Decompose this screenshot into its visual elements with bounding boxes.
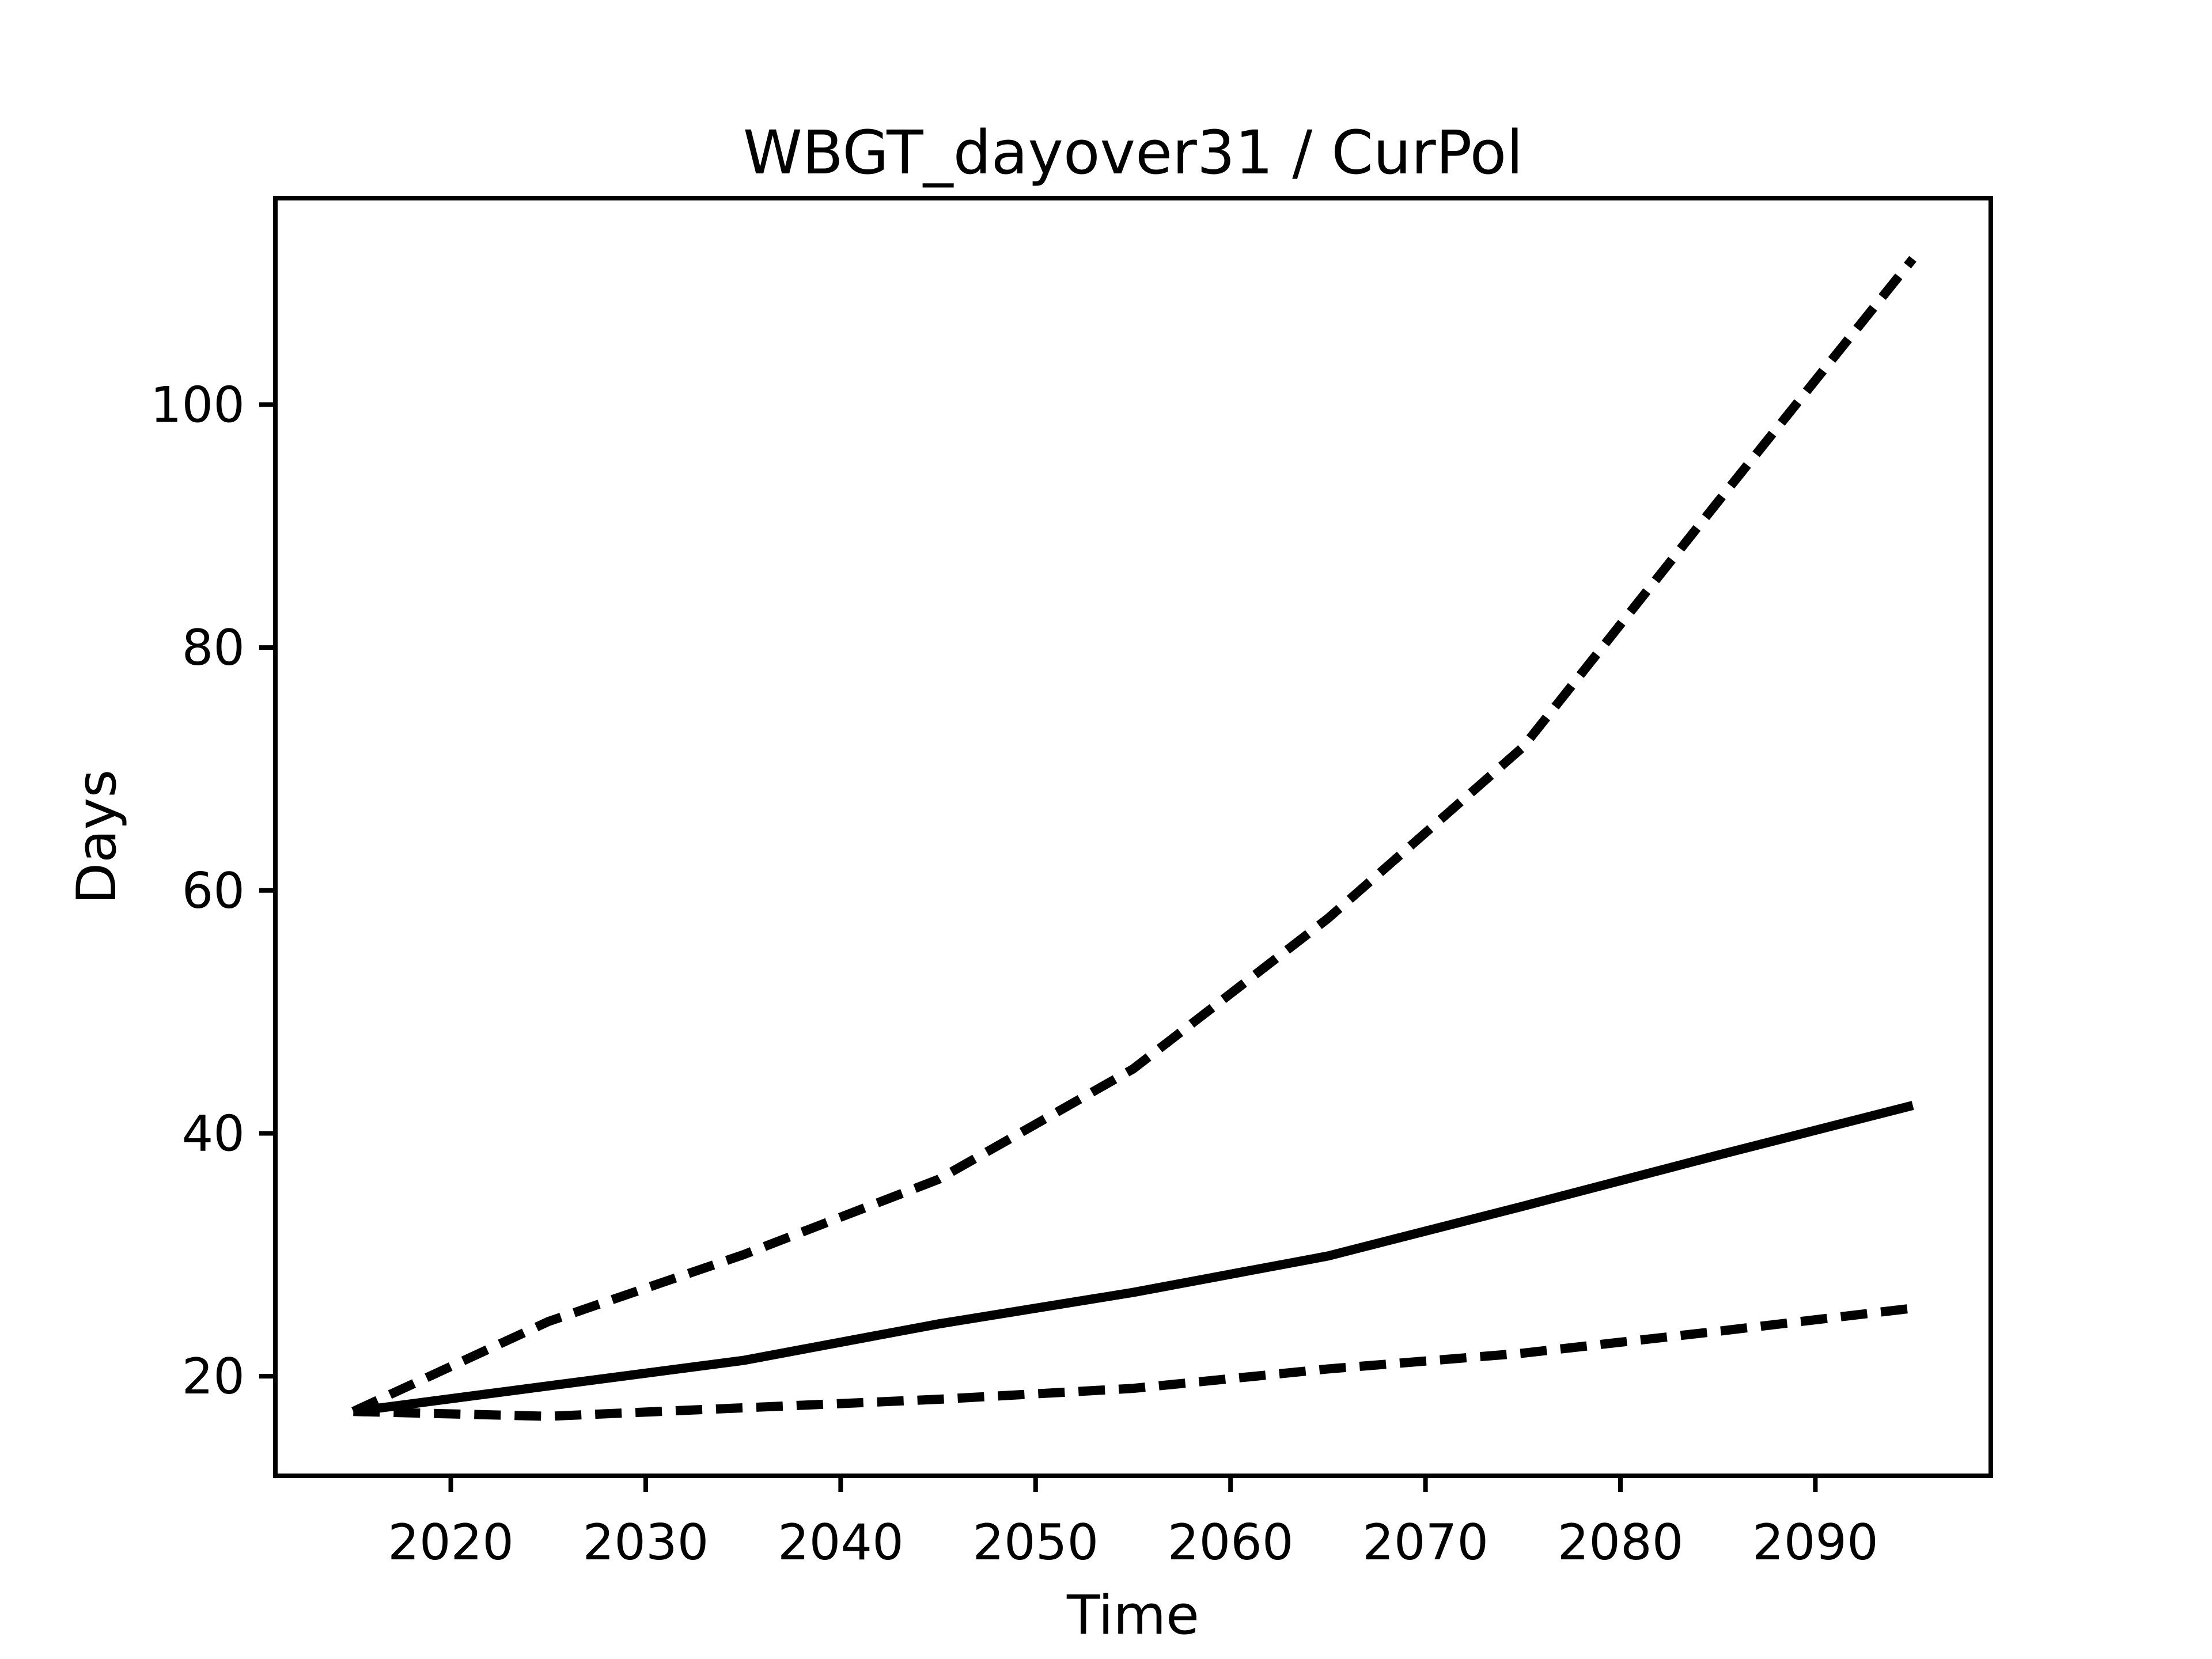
y-tick-label: 40: [182, 1105, 245, 1162]
y-axis-label: Days: [66, 770, 128, 905]
x-tick-label: 2030: [583, 1514, 709, 1571]
y-tick-label: 20: [182, 1348, 245, 1406]
line-upper-bound: [351, 256, 1916, 1416]
line-median: [353, 1101, 1914, 1416]
x-tick-label: 2060: [1168, 1514, 1294, 1571]
x-tick-label: 2050: [972, 1514, 1099, 1571]
y-tick-label: 60: [182, 862, 245, 920]
x-tick-label: 2040: [778, 1514, 904, 1571]
x-tick-label: 2070: [1362, 1514, 1488, 1571]
x-tick-label: 2080: [1558, 1514, 1684, 1571]
line-lower-bound: [353, 1304, 1914, 1421]
plot-area-border: [273, 196, 1993, 1478]
axis-ticks: 2020 2030 2040 2050 2060 2070 2080 209020406080…: [150, 376, 1878, 1571]
x-tick-label: 2090: [1752, 1514, 1878, 1571]
x-tick-label: 2020: [388, 1514, 514, 1571]
data-lines: [351, 256, 1916, 1421]
x-axis-label: Time: [1066, 1584, 1199, 1647]
chart-title: WBGT_dayover31 / CurPol: [743, 118, 1523, 188]
y-tick-label: 80: [182, 619, 245, 677]
y-tick-label: 100: [150, 376, 245, 434]
